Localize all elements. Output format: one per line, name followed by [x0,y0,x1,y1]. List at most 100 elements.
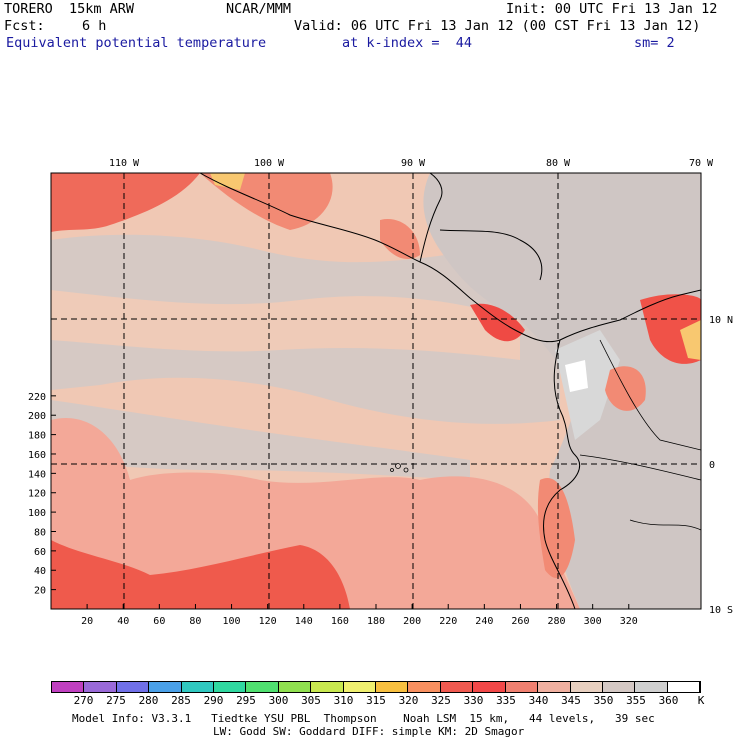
org-label: NCAR/MMM [226,1,292,17]
colorbar-label: 270 [73,694,94,707]
coastline-yucatan [419,173,443,263]
coastline-pacific-central [199,173,701,343]
field-guatemala-warm [380,219,420,260]
y-tick-label: 100 [28,508,46,519]
init-time: Init: 00 UTC Fri 13 Jan 12 [506,1,718,17]
y-tick-label: 160 [28,450,46,461]
colorbar-swatch [667,682,701,692]
colorbar-swatch [84,682,117,692]
coastline-south-america [543,339,580,609]
x-tick-label: 300 [584,616,602,627]
colorbar-unit: K [697,694,705,707]
galapagos-island [403,467,409,473]
colorbar-swatch [635,682,668,692]
colorbar-swatch [246,682,279,692]
border-peru-ecuador [579,454,701,481]
colorbar-swatch [602,682,636,692]
colorbar-swatch [52,682,85,692]
model-info-line2: LW: Godd SW: Goddard DIFF: simple KM: 2D… [213,725,525,738]
colorbar-label: 335 [496,694,516,707]
lat-label: 0 [709,460,715,471]
x-tick-label: 280 [548,616,566,627]
colorbar-label: 320 [398,694,419,707]
colorbar-swatch [181,682,215,692]
colorbar-swatch [343,682,377,692]
x-tick-label: 120 [259,616,277,627]
galapagos-island [395,463,401,469]
x-tick-label: 100 [223,616,241,627]
field-grey-band-south [51,400,470,480]
field-hot-north [51,173,200,232]
fcst-label: Fcst: [4,18,45,34]
colorbar-label: 345 [561,694,581,707]
colorbar-swatch [214,682,247,692]
y-tick-label: 120 [28,489,46,500]
colorbar-swatch [376,682,409,692]
model-title: TORERO 15km ARW [4,1,135,17]
x-tick-label: 80 [189,616,201,627]
field-costa-rica-warm [470,303,525,342]
fcst-value: 6 h [82,18,107,34]
colorbar-label: 310 [333,694,354,707]
x-tick-label: 240 [475,616,493,627]
field-hot-south [51,540,350,609]
axis-ticks: 20 40 60 80 100 120 140 160 180 200 220 240 260 280 30… [28,158,733,627]
x-tick-label: 140 [295,616,313,627]
colorbar-label: 355 [626,694,646,707]
y-tick-label: 20 [34,586,46,597]
lat-label: 10 S [709,605,733,616]
field-land-grey [423,173,701,609]
border-colombia [599,339,701,451]
y-tick-label: 220 [28,392,46,403]
y-tick-label: 200 [28,411,46,422]
colorbar-label: 280 [138,694,159,707]
level-label: at k-index = 44 [342,35,473,51]
colorbar-label: 340 [528,694,549,707]
x-tick-label: 200 [403,616,421,627]
y-tick-label: 60 [34,547,46,558]
colorbar-label: 300 [268,694,289,707]
y-tick-label: 40 [34,566,46,577]
colorbar-label: 330 [463,694,484,707]
smoothing-label: sm= 2 [634,35,675,51]
colorbar-swatch [505,682,539,692]
colorbar-swatch [473,682,506,692]
field-land-white [565,360,588,392]
lon-label: 90 W [401,158,426,169]
latlon-grid [51,173,701,609]
x-tick-label: 160 [331,616,349,627]
field-mid-band [51,290,520,360]
field-hotspot [210,173,245,190]
model-info-line1: Model Info: V3.3.1 Tiedtke YSU PBL Thomp… [72,712,655,725]
colorbar-swatch [116,682,150,692]
lon-label: 110 W [109,158,140,169]
field-name: Equivalent potential temperature [6,35,267,51]
colorbar-swatch [149,682,182,692]
coastline-caribbean [439,229,543,281]
colorbar-swatch [538,682,571,692]
colorbar-label: 305 [301,694,321,707]
valid-time: Valid: 06 UTC Fri 13 Jan 12 (00 CST Fri … [294,18,701,34]
colorbar-swatch [408,682,441,692]
x-tick-label: 60 [153,616,165,627]
lon-label: 70 W [689,158,714,169]
lat-label: 10 N [709,315,733,326]
colorbar-label: 275 [106,694,126,707]
colorbar-label: 285 [171,694,191,707]
x-tick-label: 260 [511,616,529,627]
y-tick-label: 80 [34,527,46,538]
colorbar-label: 295 [236,694,256,707]
lon-label: 80 W [546,158,571,169]
colorbar-label: 315 [366,694,386,707]
x-tick-label: 20 [81,616,93,627]
field-warm-south [51,418,580,609]
map-plot [51,173,701,609]
colorbar-swatch [278,682,312,692]
colorbar [51,681,701,693]
border-brazil [629,519,701,531]
colorbar-swatch [570,682,603,692]
galapagos-island [390,468,394,472]
x-tick-label: 180 [367,616,385,627]
field-peru-warm [537,478,575,579]
